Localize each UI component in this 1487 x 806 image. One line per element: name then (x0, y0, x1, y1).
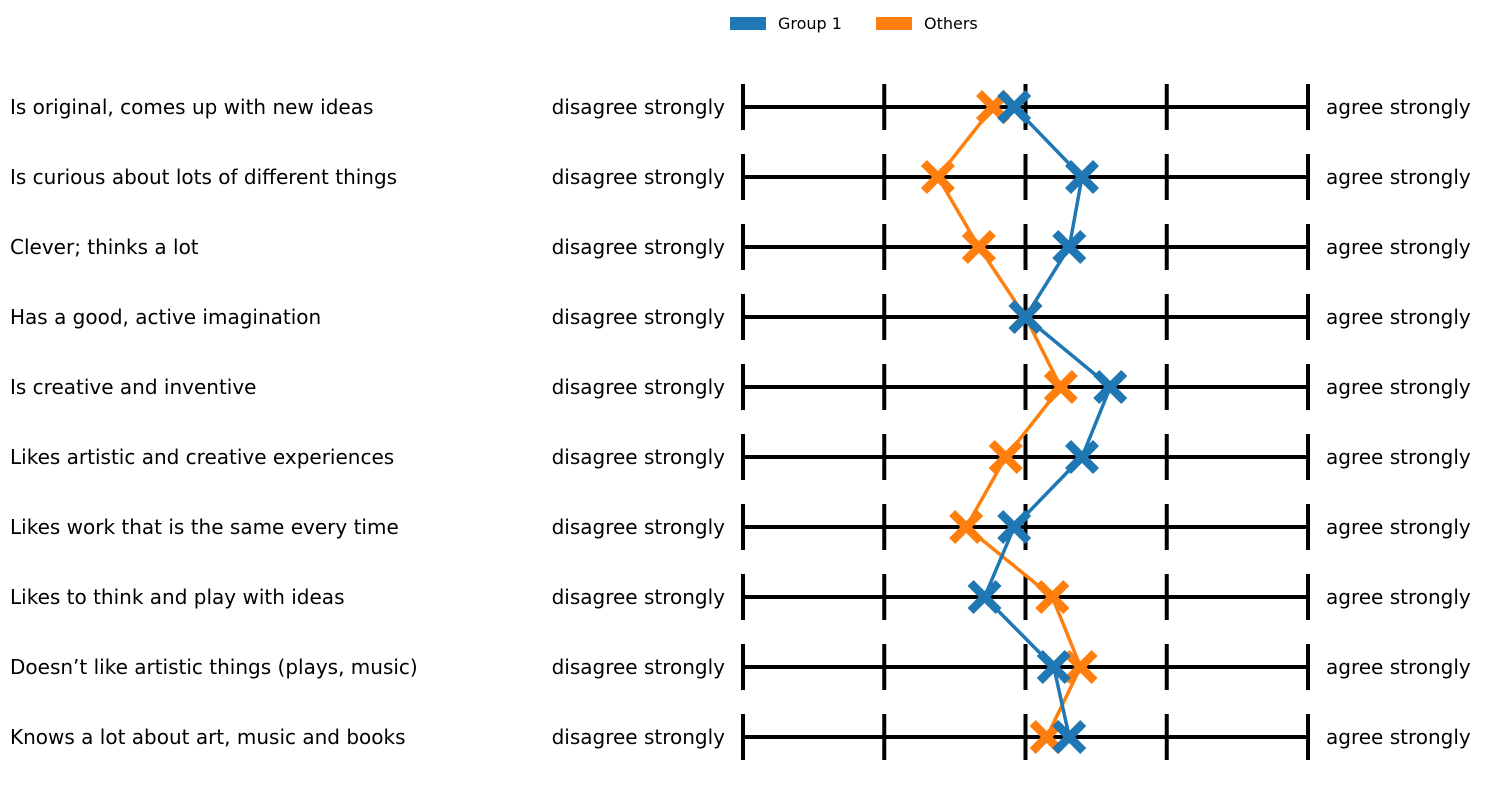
data-point-group-1 (997, 89, 1032, 125)
legend-swatch-group-1 (730, 17, 766, 30)
right-anchor-label: agree strongly (1326, 445, 1471, 469)
data-point-others (1063, 649, 1098, 685)
marker-stroke (1029, 719, 1064, 755)
item-label: Likes to think and play with ideas (10, 585, 344, 609)
data-point-group-1 (1064, 159, 1100, 195)
left-anchor-label: disagree strongly (552, 375, 726, 399)
marker-stroke (1093, 369, 1128, 405)
item-label: Is curious about lots of different thing… (10, 165, 397, 189)
legend-swatch-others (875, 17, 912, 30)
right-anchor-label: agree strongly (1326, 235, 1471, 259)
marker-stroke (1063, 649, 1098, 685)
left-anchor-label: disagree strongly (552, 165, 726, 189)
left-anchor-label: disagree strongly (552, 305, 726, 329)
left-anchor-label: disagree strongly (552, 515, 726, 539)
data-point-others (961, 229, 996, 265)
data-point-group-1 (967, 579, 1002, 615)
item-label: Is original, comes up with new ideas (10, 95, 373, 119)
data-point-others (1043, 369, 1078, 405)
item-label: Likes work that is the same every time (10, 515, 399, 539)
right-anchor-label: agree strongly (1326, 305, 1471, 329)
marker-stroke (1035, 579, 1070, 615)
item-label: Clever; thinks a lot (10, 235, 199, 259)
marker-stroke (997, 509, 1032, 545)
data-point-others (1029, 719, 1064, 755)
legend-label-others: Others (923, 14, 978, 33)
data-point-others (976, 89, 1011, 125)
series-line-others (936, 105, 1083, 738)
right-anchor-label: agree strongly (1326, 655, 1471, 679)
legend-item-others: Others (875, 14, 978, 33)
data-point-others (920, 159, 955, 195)
marker-stroke (949, 509, 984, 545)
legend-item-group-1: Group 1 (730, 14, 842, 33)
item-label: Has a good, active imagination (10, 305, 321, 329)
data-point-group-1 (997, 509, 1032, 545)
data-point-others (1035, 579, 1070, 615)
right-anchor-label: agree strongly (1326, 515, 1471, 539)
data-point-group-1 (1052, 719, 1087, 755)
item-label: Likes artistic and creative experiences (10, 445, 394, 469)
legend: Group 1 Others (730, 14, 978, 33)
data-point-group-1 (1093, 369, 1128, 405)
item-label: Knows a lot about art, music and books (10, 725, 406, 749)
marker-stroke (976, 89, 1011, 125)
right-anchor-label: agree strongly (1326, 375, 1471, 399)
marker-stroke (1064, 439, 1100, 475)
data-point-others (949, 509, 984, 545)
marker-stroke (961, 229, 996, 265)
marker-stroke (920, 159, 955, 195)
right-anchor-label: agree strongly (1326, 165, 1471, 189)
right-anchor-label: agree strongly (1326, 585, 1471, 609)
series-line-group-1 (982, 105, 1113, 738)
left-anchor-label: disagree strongly (552, 655, 726, 679)
marker-stroke (997, 89, 1032, 125)
marker-stroke (1036, 649, 1071, 685)
marker-stroke (1043, 369, 1078, 405)
marker-stroke (967, 579, 1002, 615)
left-anchor-label: disagree strongly (552, 725, 726, 749)
marker-stroke (1052, 719, 1087, 755)
data-point-group-1 (1064, 439, 1100, 475)
marker-stroke (1008, 299, 1043, 335)
legend-label-group-1: Group 1 (778, 14, 842, 33)
marker-stroke (988, 439, 1023, 475)
marker-stroke (1052, 229, 1087, 265)
data-point-group-1 (1008, 299, 1043, 335)
left-anchor-label: disagree strongly (552, 445, 726, 469)
data-point-others (988, 439, 1023, 475)
marker-stroke (1064, 159, 1100, 195)
left-anchor-label: disagree strongly (552, 585, 726, 609)
left-anchor-label: disagree strongly (552, 235, 726, 259)
left-anchor-label: disagree strongly (552, 95, 726, 119)
data-point-group-1 (1052, 229, 1087, 265)
right-anchor-label: agree strongly (1326, 95, 1471, 119)
data-point-group-1 (1036, 649, 1071, 685)
right-anchor-label: agree strongly (1326, 725, 1471, 749)
item-label: Is creative and inventive (10, 375, 256, 399)
item-label: Doesn’t like artistic things (plays, mus… (10, 655, 418, 679)
